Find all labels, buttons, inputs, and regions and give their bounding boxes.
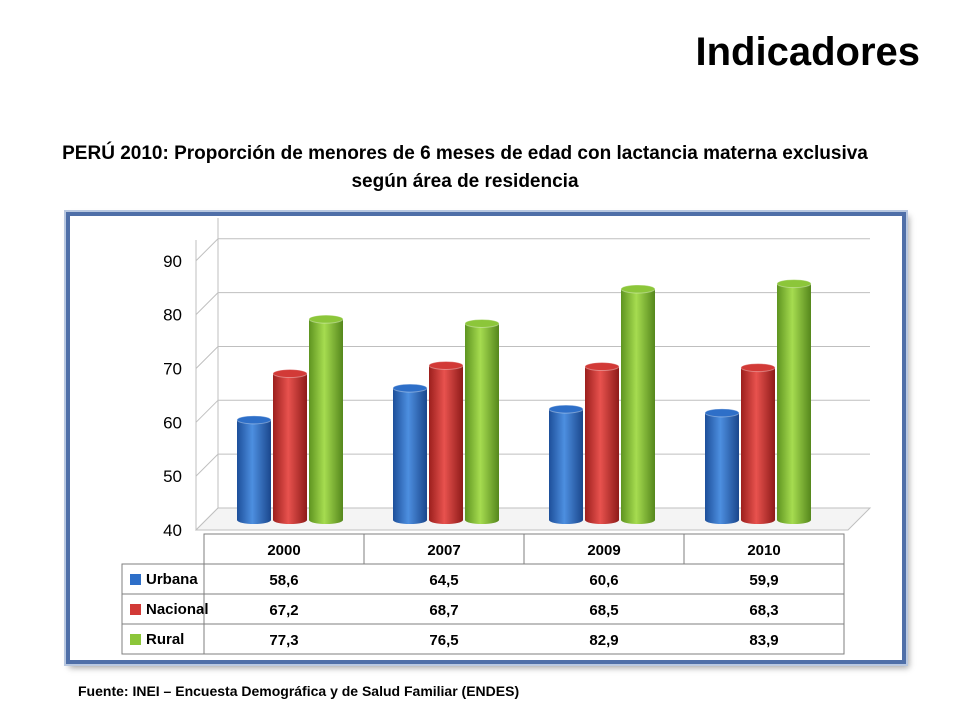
bar-top <box>272 369 308 379</box>
data-label: 82,9 <box>589 632 618 649</box>
bar-urbana-2009 <box>548 404 584 524</box>
bar-rural-2000 <box>308 314 344 524</box>
legend-swatch <box>130 574 141 585</box>
legend-label: Rural <box>146 631 184 648</box>
gridline-side <box>195 399 219 423</box>
bar-bottom <box>777 516 811 524</box>
legend-swatch <box>130 634 141 645</box>
bar-rural-2010 <box>776 279 812 524</box>
bar-body <box>777 283 811 520</box>
bar-bottom <box>705 516 739 524</box>
y-tick-label: 60 <box>163 413 182 432</box>
bar-nacional-2009 <box>584 362 620 524</box>
chart-title: PERÚ 2010: Proporción de menores de 6 me… <box>62 143 868 192</box>
bar-bottom <box>237 516 271 524</box>
bar-rural-2007 <box>464 318 500 524</box>
bar-bottom <box>429 516 463 524</box>
gridline-side <box>195 292 219 315</box>
bar-body <box>273 373 307 520</box>
bar-top <box>548 404 584 414</box>
gridline-side <box>195 453 219 477</box>
bar-body <box>465 323 499 520</box>
bar-urbana-2010 <box>704 408 740 524</box>
bar-top <box>704 408 740 418</box>
bar-body <box>237 419 271 520</box>
bar-urbana-2000 <box>236 415 272 524</box>
data-table: 2000 2007 2009 2010 Urbana 58,6 64,5 60,6 59,9 Na… <box>121 533 845 655</box>
bar-bottom <box>621 516 655 524</box>
bar-top <box>776 279 812 289</box>
bar-top <box>308 314 344 324</box>
bar-layer <box>236 279 812 524</box>
legend-swatch <box>130 604 141 615</box>
x-tick-label: 2010 <box>747 542 780 559</box>
data-label: 77,3 <box>269 632 298 649</box>
x-tick-label: 2000 <box>267 542 300 559</box>
bar-chart: 40 50 60 70 80 90 2000 2007 2009 2010 Urbana 58,6 6… <box>121 218 872 655</box>
bar-nacional-2000 <box>272 369 308 524</box>
data-label: 76,5 <box>429 632 458 649</box>
y-tick-label: 50 <box>163 467 182 486</box>
bar-body <box>741 367 775 520</box>
bar-body <box>705 412 739 520</box>
bar-nacional-2007 <box>428 360 464 524</box>
source-note: Fuente: INEI – Encuesta Demográfica y de… <box>78 683 520 699</box>
bar-body <box>585 366 619 520</box>
x-tick-label: 2009 <box>587 542 620 559</box>
page-heading: Indicadores <box>695 30 920 74</box>
bar-bottom <box>741 516 775 524</box>
y-tick-label: 80 <box>163 306 182 325</box>
bar-top <box>428 360 464 370</box>
bar-bottom <box>393 516 427 524</box>
table-row <box>121 593 845 625</box>
bar-body <box>393 388 427 520</box>
gridline-side <box>195 346 219 369</box>
table-row <box>121 623 845 655</box>
bar-bottom <box>585 516 619 524</box>
data-label: 59,9 <box>749 572 778 589</box>
y-tick-label: 40 <box>163 521 182 540</box>
bar-top <box>464 318 500 328</box>
data-label: 60,6 <box>589 572 618 589</box>
bar-bottom <box>465 516 499 524</box>
bar-top <box>236 415 272 425</box>
legend-label: Nacional <box>146 601 209 618</box>
data-label: 83,9 <box>749 632 778 649</box>
gridline-side <box>195 238 219 262</box>
bar-bottom <box>273 516 307 524</box>
data-label: 58,6 <box>269 572 298 589</box>
x-tick-label: 2007 <box>427 542 460 559</box>
y-tick-label: 90 <box>163 252 182 271</box>
bar-top <box>584 362 620 372</box>
data-label: 68,5 <box>589 602 618 619</box>
bar-rural-2009 <box>620 284 656 524</box>
bar-urbana-2007 <box>392 383 428 524</box>
chart-frame: 40 50 60 70 80 90 2000 2007 2009 2010 Urbana 58,6 6… <box>66 212 906 664</box>
bar-top <box>392 383 428 393</box>
bar-body <box>309 319 343 520</box>
bar-body <box>429 365 463 520</box>
legend-label: Urbana <box>146 571 198 588</box>
data-label: 68,7 <box>429 602 458 619</box>
data-label: 68,3 <box>749 602 778 619</box>
data-label: 67,2 <box>269 602 298 619</box>
bar-nacional-2010 <box>740 363 776 524</box>
table-row <box>121 563 845 595</box>
bar-body <box>621 289 655 520</box>
bar-top <box>740 363 776 373</box>
y-tick-label: 70 <box>163 359 182 378</box>
bar-bottom <box>549 516 583 524</box>
data-label: 64,5 <box>429 572 458 589</box>
bar-top <box>620 284 656 294</box>
bar-body <box>549 409 583 520</box>
bar-bottom <box>309 516 343 524</box>
